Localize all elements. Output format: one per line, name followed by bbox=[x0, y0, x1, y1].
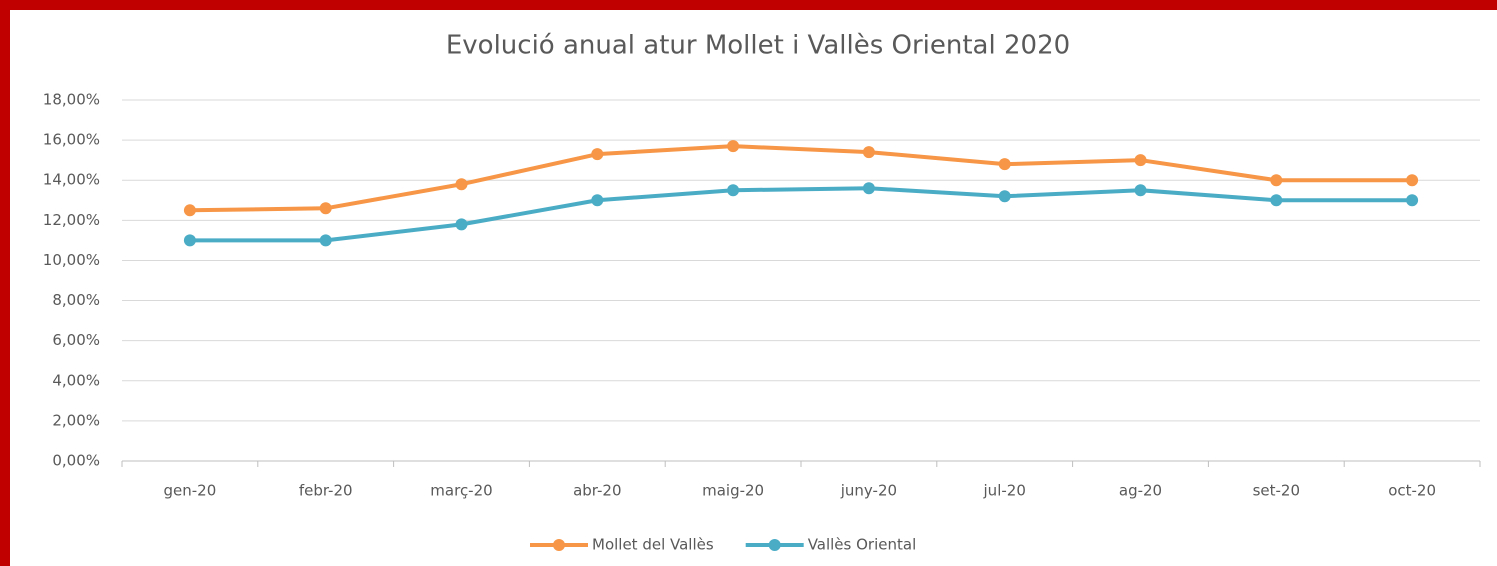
x-tick-label: set-20 bbox=[1253, 482, 1300, 500]
data-point bbox=[998, 190, 1011, 203]
data-point bbox=[183, 234, 196, 247]
y-tick-label: 4,00% bbox=[52, 371, 100, 389]
legend-marker bbox=[768, 539, 781, 551]
x-tick-label: febr-20 bbox=[299, 482, 353, 500]
legend-marker bbox=[553, 539, 565, 551]
legend-label: Mollet del Vallès bbox=[592, 536, 714, 554]
y-tick-label: 8,00% bbox=[52, 291, 100, 309]
data-point bbox=[319, 202, 332, 215]
y-tick-label: 10,00% bbox=[43, 251, 100, 269]
data-point bbox=[862, 182, 875, 195]
x-tick-label: març-20 bbox=[430, 482, 492, 500]
x-tick-label: maig-20 bbox=[702, 482, 764, 500]
data-point bbox=[1134, 154, 1147, 167]
y-tick-label: 16,00% bbox=[43, 131, 100, 149]
data-point bbox=[1270, 194, 1283, 207]
data-point bbox=[998, 158, 1011, 171]
legend-label: Vallès Oriental bbox=[808, 536, 917, 554]
y-tick-label: 18,00% bbox=[43, 91, 100, 109]
series-line bbox=[189, 186, 1413, 243]
x-tick-label: jul-20 bbox=[983, 482, 1026, 500]
y-tick-label: 2,00% bbox=[52, 411, 100, 429]
y-tick-label: 6,00% bbox=[52, 331, 100, 349]
x-tick-label: oct-20 bbox=[1388, 482, 1436, 500]
data-point bbox=[727, 184, 740, 197]
x-tick-label: juny-20 bbox=[840, 482, 897, 500]
data-point bbox=[183, 204, 196, 217]
x-tick-label: ag-20 bbox=[1119, 482, 1162, 500]
data-point bbox=[1406, 174, 1419, 187]
data-point bbox=[862, 146, 875, 159]
y-tick-label: 0,00% bbox=[52, 452, 100, 470]
data-point bbox=[727, 140, 740, 153]
data-point bbox=[591, 148, 604, 161]
chart-area bbox=[10, 10, 1497, 566]
data-point bbox=[591, 194, 604, 207]
x-tick-label: abr-20 bbox=[573, 482, 621, 500]
data-point bbox=[1406, 194, 1419, 207]
data-point bbox=[455, 218, 468, 231]
data-point bbox=[1270, 174, 1283, 187]
y-tick-label: 12,00% bbox=[43, 211, 100, 229]
series-line bbox=[189, 144, 1413, 213]
data-point bbox=[319, 234, 332, 247]
chart-title: Evolució anual atur Mollet i Vallès Orie… bbox=[446, 31, 1070, 61]
data-point bbox=[455, 178, 468, 191]
data-point bbox=[1134, 184, 1147, 197]
y-tick-label: 14,00% bbox=[43, 171, 100, 189]
x-tick-label: gen-20 bbox=[164, 482, 217, 500]
